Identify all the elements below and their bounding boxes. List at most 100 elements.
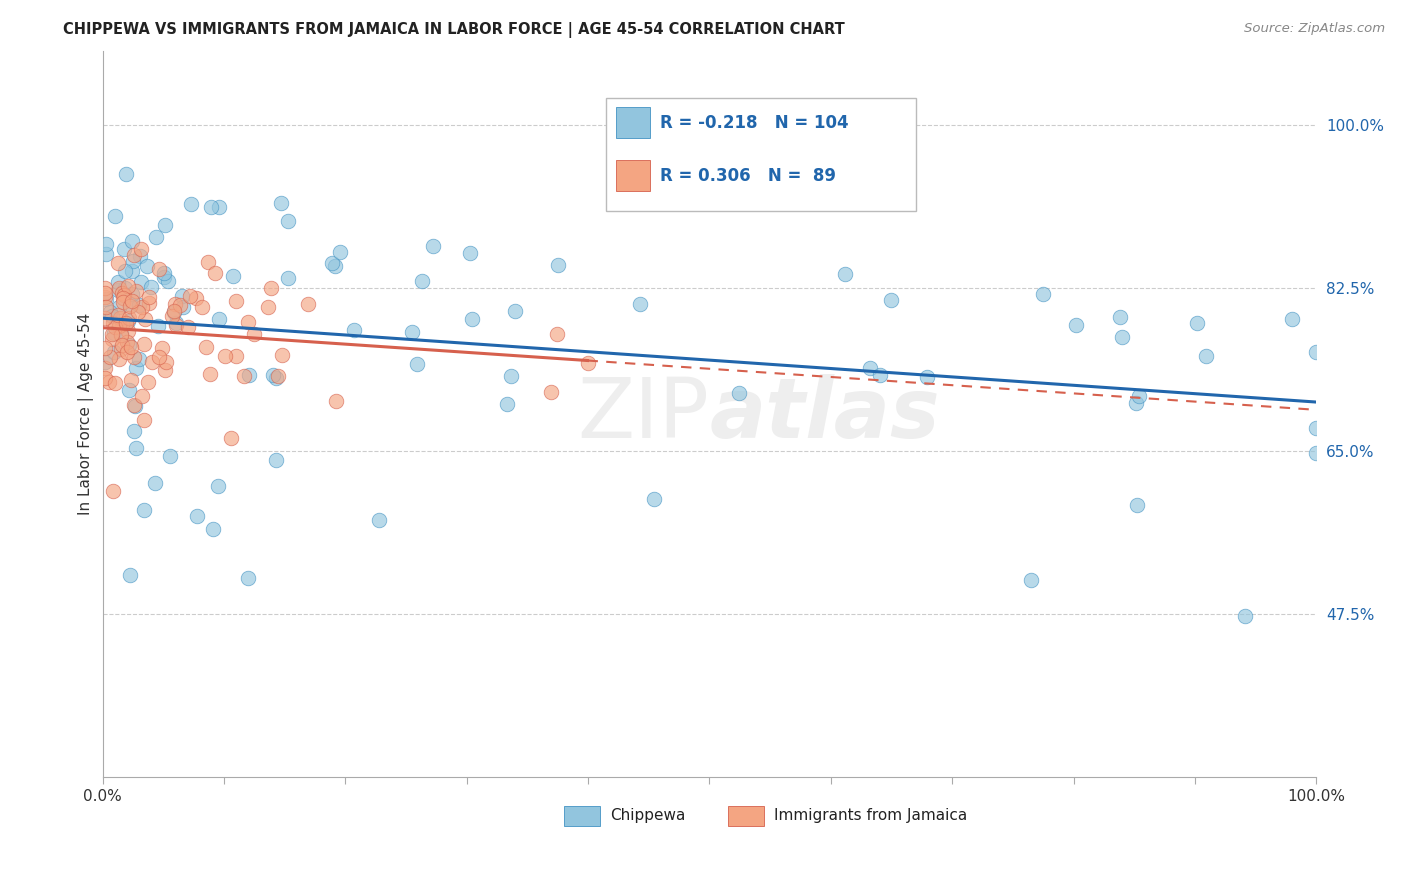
- Point: [141, 355, 163, 369]
- Point: [132, 413, 155, 427]
- Point: [94, 341, 117, 355]
- Bar: [616, 161, 650, 191]
- Point: [150, 341, 173, 355]
- Point: [115, 345, 138, 359]
- Point: [114, 264, 136, 278]
- Point: [107, 308, 129, 322]
- Point: [238, 571, 260, 585]
- Point: [195, 341, 218, 355]
- Point: [243, 326, 266, 341]
- Point: [98, 350, 121, 364]
- Point: [124, 399, 146, 413]
- Point: [163, 297, 186, 311]
- Point: [859, 361, 882, 376]
- Point: [153, 362, 176, 376]
- Point: [270, 196, 292, 211]
- Point: [576, 356, 599, 370]
- Point: [117, 334, 139, 349]
- Point: [125, 284, 148, 298]
- Text: Immigrants from Jamaica: Immigrants from Jamaica: [773, 808, 967, 823]
- Point: [186, 292, 208, 306]
- Point: [202, 522, 225, 536]
- Point: [108, 280, 131, 294]
- Point: [125, 441, 148, 455]
- Point: [121, 340, 143, 354]
- Point: [323, 259, 346, 273]
- Point: [118, 568, 141, 582]
- Point: [121, 293, 143, 308]
- Point: [834, 267, 856, 281]
- Point: [503, 304, 526, 318]
- Point: [107, 276, 129, 290]
- Point: [148, 351, 170, 365]
- Bar: [564, 805, 600, 826]
- Point: [128, 298, 150, 312]
- Point: [458, 246, 481, 260]
- Point: [260, 281, 283, 295]
- Point: [191, 300, 214, 314]
- Point: [325, 393, 347, 408]
- Point: [208, 312, 231, 326]
- Point: [727, 385, 749, 400]
- Point: [94, 236, 117, 251]
- Point: [111, 286, 134, 301]
- Point: [94, 371, 117, 385]
- Point: [540, 385, 562, 400]
- Point: [271, 348, 294, 362]
- Point: [1064, 318, 1087, 332]
- Point: [198, 368, 221, 382]
- Point: [122, 398, 145, 412]
- Point: [496, 396, 519, 410]
- Point: [110, 311, 132, 326]
- Point: [98, 305, 121, 319]
- Point: [197, 255, 219, 269]
- Y-axis label: In Labor Force | Age 45-54: In Labor Force | Age 45-54: [79, 313, 94, 516]
- Point: [169, 298, 191, 312]
- Bar: [728, 805, 763, 826]
- Point: [163, 305, 186, 319]
- Point: [1305, 345, 1327, 359]
- Point: [207, 479, 229, 493]
- Point: [411, 274, 433, 288]
- Point: [101, 327, 124, 342]
- Point: [153, 219, 176, 233]
- Point: [1281, 312, 1303, 326]
- Point: [122, 254, 145, 268]
- Point: [1125, 395, 1147, 409]
- Point: [869, 368, 891, 382]
- Point: [461, 312, 484, 326]
- Point: [232, 369, 254, 384]
- Point: [155, 355, 177, 369]
- Point: [115, 167, 138, 181]
- Point: [422, 238, 444, 252]
- Point: [110, 343, 132, 357]
- Point: [264, 453, 287, 467]
- Point: [112, 291, 135, 305]
- Point: [157, 274, 180, 288]
- Point: [94, 286, 117, 301]
- Point: [117, 383, 139, 397]
- Point: [628, 297, 651, 311]
- Point: [108, 300, 131, 314]
- Point: [401, 326, 423, 340]
- Point: [165, 318, 187, 332]
- Point: [148, 262, 170, 277]
- Point: [170, 288, 193, 302]
- Point: [129, 249, 152, 263]
- Text: atlas: atlas: [710, 374, 941, 455]
- Point: [121, 234, 143, 248]
- Point: [162, 304, 184, 318]
- Point: [277, 213, 299, 227]
- Point: [180, 196, 202, 211]
- Point: [94, 290, 117, 304]
- Point: [103, 316, 125, 330]
- Point: [643, 491, 665, 506]
- Point: [138, 290, 160, 304]
- Point: [121, 286, 143, 301]
- Point: [110, 328, 132, 343]
- Point: [94, 311, 117, 326]
- Point: [118, 338, 141, 352]
- Point: [214, 349, 236, 363]
- Point: [107, 256, 129, 270]
- Point: [101, 309, 124, 323]
